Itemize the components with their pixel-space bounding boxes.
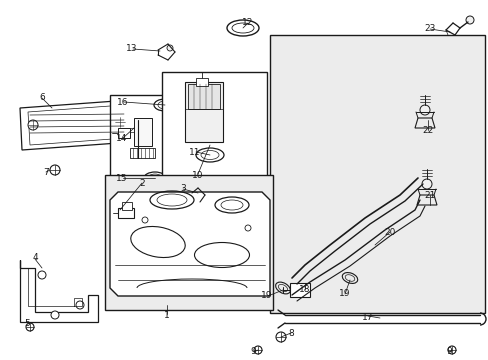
Text: 16: 16 — [117, 98, 128, 107]
Circle shape — [275, 332, 285, 342]
Circle shape — [142, 217, 148, 223]
Bar — [105, 175, 272, 310]
Text: 7: 7 — [43, 167, 49, 176]
Text: 19: 19 — [261, 292, 272, 301]
Circle shape — [244, 225, 250, 231]
Circle shape — [115, 117, 125, 127]
Bar — [184, 82, 223, 142]
Circle shape — [253, 346, 262, 354]
Text: 6: 6 — [39, 93, 45, 102]
Circle shape — [51, 311, 59, 319]
Bar — [130, 148, 155, 158]
Text: 10: 10 — [192, 171, 203, 180]
Text: 8: 8 — [287, 329, 293, 338]
Text: 9: 9 — [445, 347, 451, 356]
Text: 11: 11 — [189, 148, 201, 157]
Text: 23: 23 — [424, 23, 435, 32]
Bar — [110, 95, 215, 195]
Bar — [162, 72, 266, 182]
Text: 1: 1 — [164, 310, 169, 320]
Polygon shape — [110, 192, 269, 296]
Bar — [118, 208, 134, 218]
Bar — [269, 35, 484, 313]
Circle shape — [419, 105, 429, 115]
Text: 12: 12 — [242, 18, 253, 27]
Text: 15: 15 — [116, 174, 127, 183]
Polygon shape — [20, 260, 98, 322]
Text: 3: 3 — [180, 184, 185, 193]
Bar — [118, 128, 130, 138]
Circle shape — [26, 323, 34, 331]
Bar — [122, 202, 132, 210]
Circle shape — [76, 301, 84, 309]
Circle shape — [50, 165, 60, 175]
Text: 9: 9 — [250, 347, 255, 356]
Bar — [187, 84, 220, 109]
Text: 2: 2 — [139, 179, 144, 188]
Text: 13: 13 — [126, 44, 138, 53]
Bar — [196, 78, 207, 86]
Bar — [289, 283, 309, 297]
Text: 18: 18 — [299, 285, 310, 294]
Text: 4: 4 — [32, 253, 38, 262]
Text: 19: 19 — [339, 289, 350, 298]
Text: 17: 17 — [362, 312, 373, 321]
Circle shape — [38, 271, 46, 279]
Polygon shape — [20, 100, 132, 150]
Circle shape — [167, 45, 173, 51]
Circle shape — [447, 346, 455, 354]
Circle shape — [465, 16, 473, 24]
Text: 5: 5 — [24, 319, 30, 328]
Text: 20: 20 — [384, 228, 395, 237]
Text: 21: 21 — [424, 190, 435, 199]
Circle shape — [28, 120, 38, 130]
Bar — [134, 118, 152, 146]
Text: 14: 14 — [116, 134, 127, 143]
Circle shape — [421, 179, 431, 189]
Text: 22: 22 — [422, 126, 433, 135]
